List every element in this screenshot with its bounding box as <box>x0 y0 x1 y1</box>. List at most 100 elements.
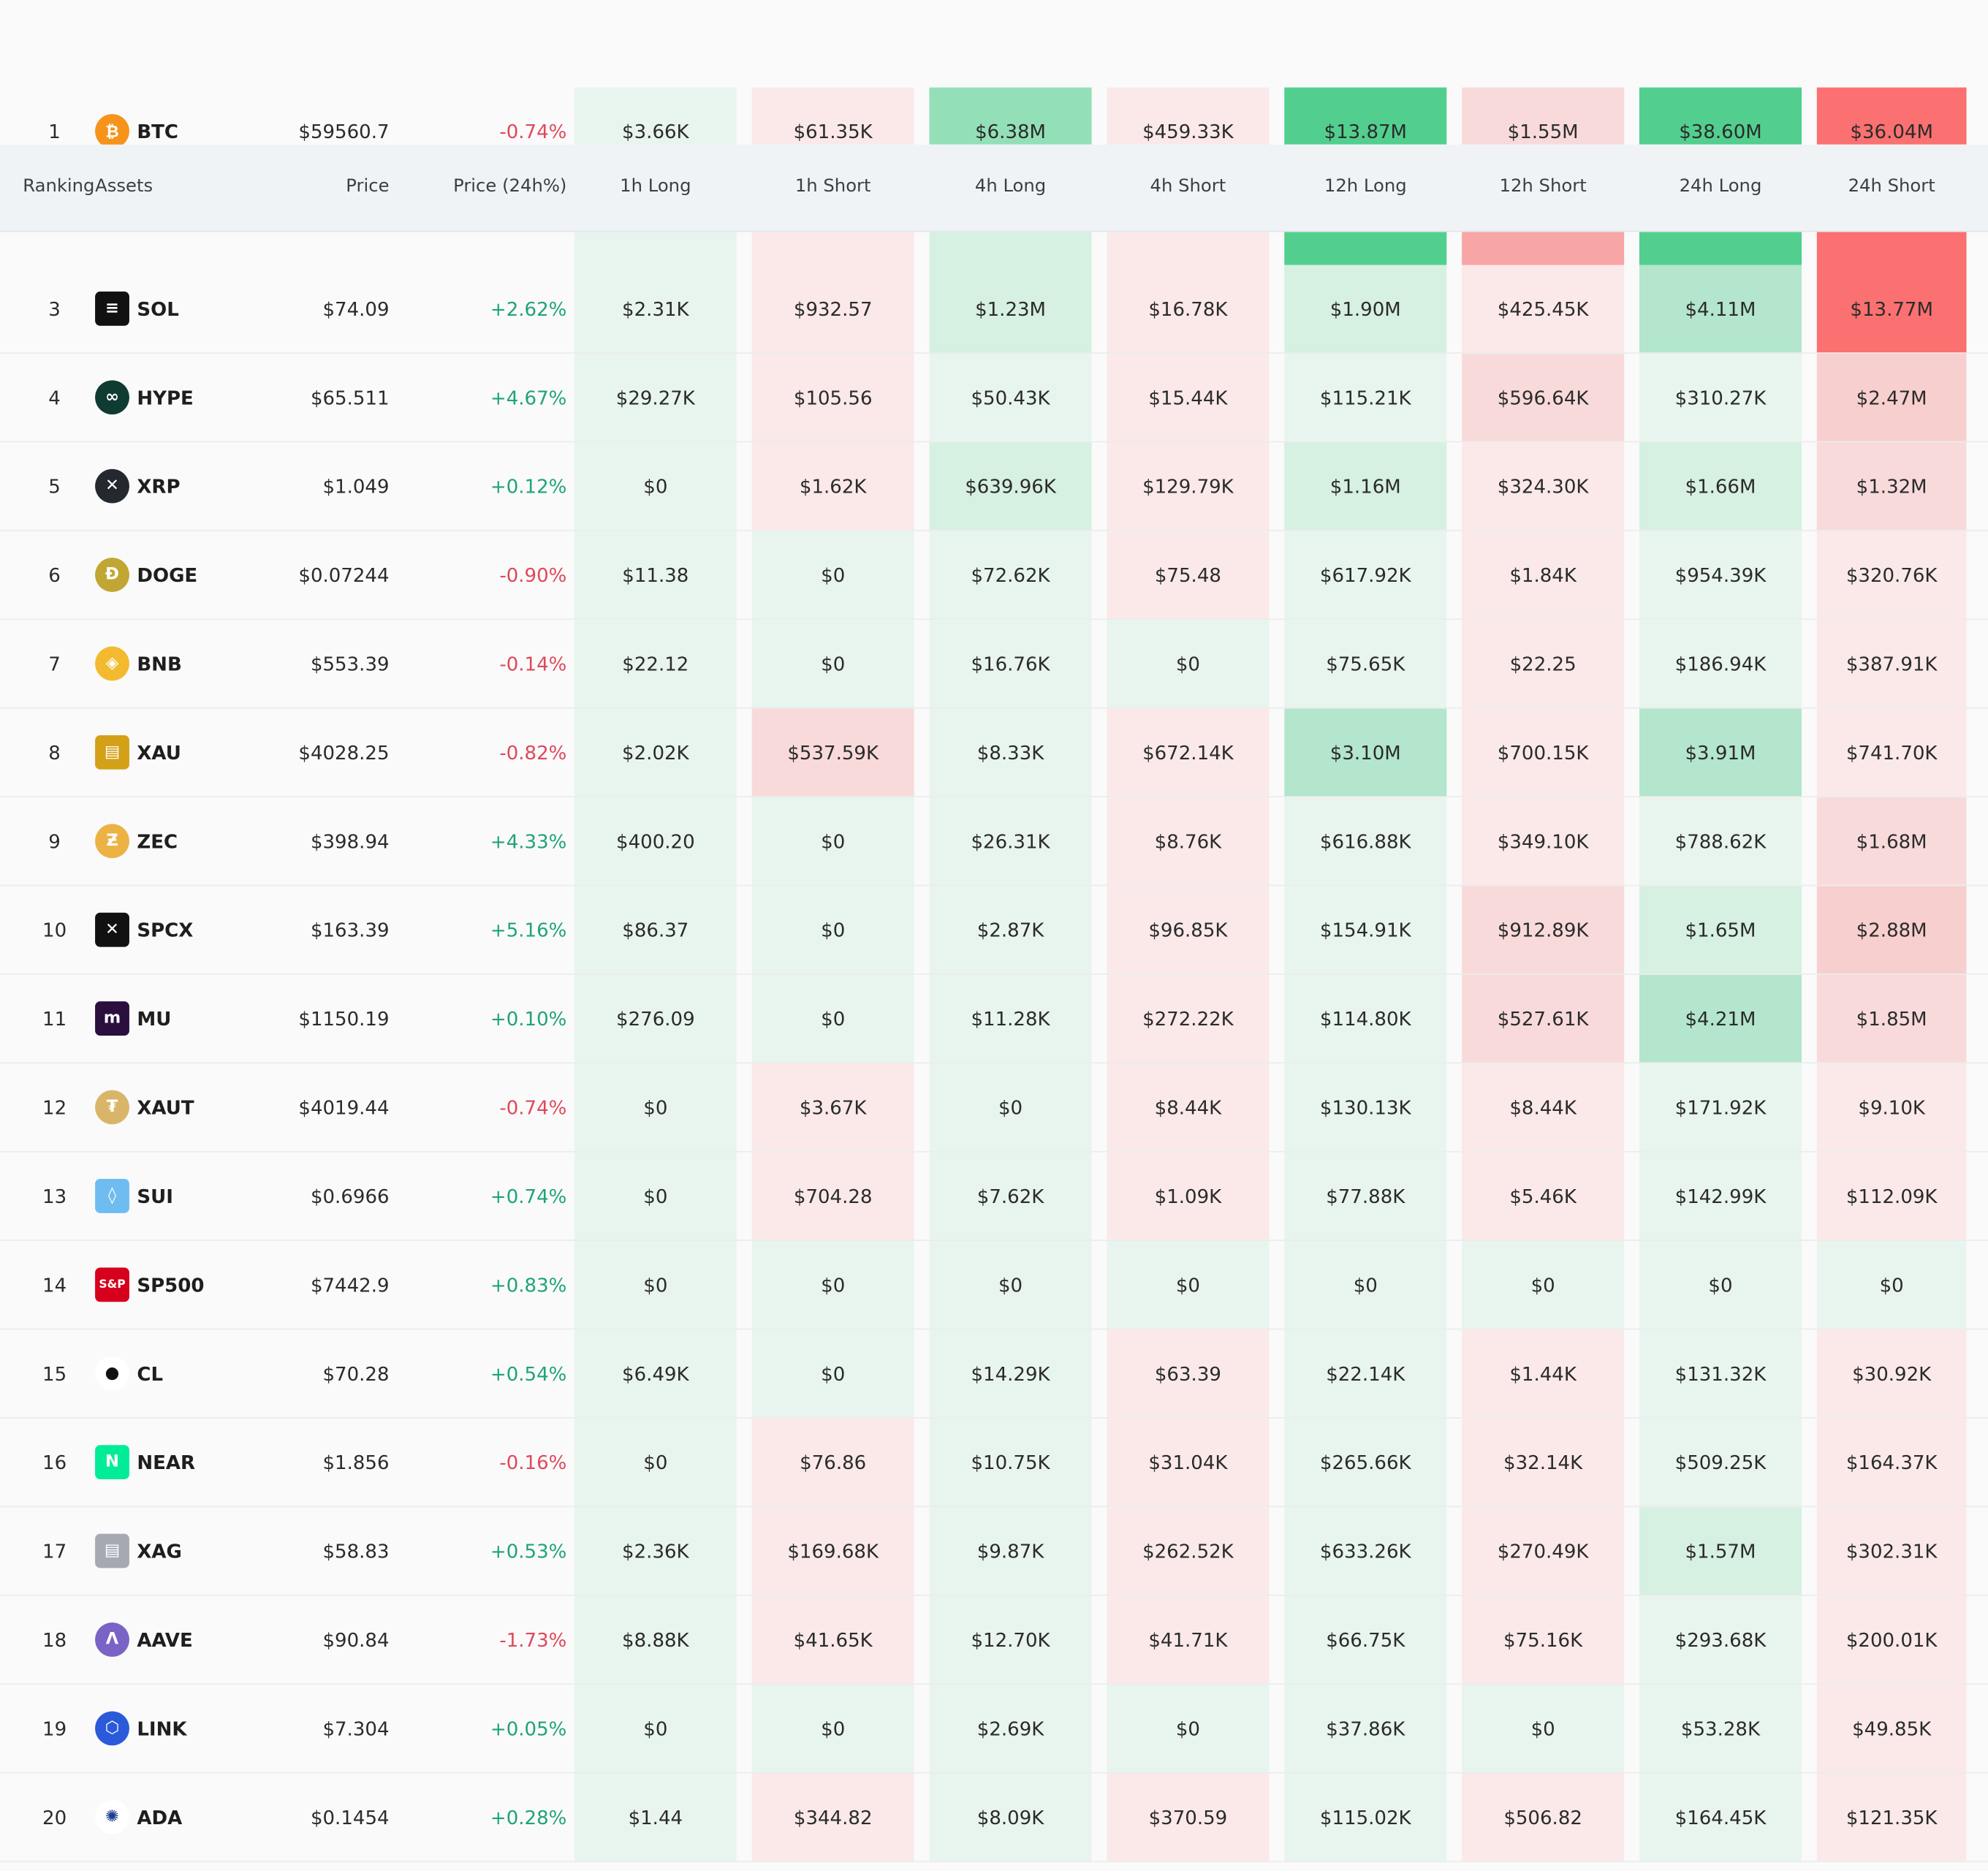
heat-cell <box>1816 1507 1967 1596</box>
heat-cell <box>929 974 1092 1064</box>
liquidation-value: $262.52K <box>1142 1540 1234 1563</box>
heat-cell <box>1107 886 1270 975</box>
table-row[interactable]: 6 Ð DOGE $0.07244 -0.90% $11.38 $0 $72.62K $75.4… <box>0 531 1988 620</box>
liquidation-value: $617.92K <box>1319 563 1411 588</box>
header-12h-short[interactable]: 12h Short <box>1499 176 1587 197</box>
heat-cell <box>1284 1152 1447 1241</box>
liquidation-value: $16.76K <box>971 653 1050 676</box>
heat-cell <box>929 620 1092 709</box>
liquidation-value: $0 <box>1879 1274 1904 1297</box>
table-row[interactable]: 11 m MU $1150.19 +0.10% $276.09 $0 $11.28K $272.… <box>0 975 1988 1064</box>
table-row[interactable]: 7 ◈ BNB $553.39 -0.14% $22.12 $0 $16.76K $0 $75.6… <box>0 620 1988 709</box>
liquidation-value: $302.31K <box>1845 1540 1938 1563</box>
liquidation-value: $0 <box>1175 1718 1200 1741</box>
heat-cell <box>1107 1329 1270 1419</box>
aave-icon: Λ <box>95 1623 129 1657</box>
heat-cell <box>1816 1418 1967 1508</box>
table-row[interactable]: 16 N NEAR $1.856 -0.16% $0 $76.86 $10.75K $31.04… <box>0 1419 1988 1508</box>
header-ranking[interactable]: Ranking <box>23 176 95 197</box>
heat-cell <box>929 797 1092 887</box>
liquidation-value: $0 <box>643 1185 668 1208</box>
table-row[interactable]: 20 ✺ ADA $0.1454 +0.28% $1.44 $344.82 $8.09K $37… <box>0 1773 1988 1862</box>
liquidation-value: $9.10K <box>1858 1096 1925 1120</box>
table-row[interactable]: 1 ₿ BTC $59560.7 -0.74% $3.66K $61.35K $6.38M $4… <box>0 88 1988 176</box>
asset-name: SP500 <box>137 1274 205 1297</box>
heat-cell <box>1462 1418 1625 1508</box>
heat-cell <box>1639 1507 1802 1596</box>
header-4h-short[interactable]: 4h Short <box>1150 176 1226 197</box>
table-row[interactable]: 4 ∞ HYPE $65.511 +4.67% $29.27K $105.56 $50.43K… <box>0 354 1988 443</box>
heat-cell <box>574 1507 737 1596</box>
liquidation-value: $2.31K <box>622 297 689 321</box>
rank-cell: 16 <box>42 1451 67 1475</box>
table-row[interactable]: 17 ▤ XAG $58.83 +0.53% $2.36K $169.68K $9.87K $2… <box>0 1507 1988 1596</box>
heat-cell <box>1639 1595 1802 1685</box>
table-row[interactable]: 13 ◊ SUI $0.6966 +0.74% $0 $704.28 $7.62K $1.09K… <box>0 1153 1988 1241</box>
heat-cell <box>751 353 914 443</box>
liquidation-value: $41.71K <box>1148 1628 1228 1652</box>
liquidation-value: $633.26K <box>1319 1540 1411 1563</box>
header-1h-long[interactable]: 1h Long <box>620 176 691 197</box>
heat-cell <box>1284 1507 1447 1596</box>
heat-cell <box>1284 1329 1447 1419</box>
table-row[interactable]: 19 ⬡ LINK $7.304 +0.05% $0 $0 $2.69K $0 $37.86K $0… <box>0 1685 1988 1774</box>
liquidation-value: $1.55M <box>1507 120 1579 143</box>
heat-cell <box>751 1329 914 1419</box>
header-change[interactable]: Price (24h%) <box>453 176 567 197</box>
liquidation-value: $0 <box>643 475 668 498</box>
header-1h-short[interactable]: 1h Short <box>794 176 871 197</box>
liquidation-value: $105.56 <box>793 386 873 410</box>
liquidation-value: $0 <box>821 1718 846 1741</box>
heat-cell <box>1816 797 1967 887</box>
liquidation-value: $270.49K <box>1497 1540 1589 1563</box>
table-row[interactable]: 9 Ƶ ZEC $398.94 +4.33% $400.20 $0 $26.31K $8.76K… <box>0 797 1988 887</box>
heat-cell <box>1639 442 1802 531</box>
header-24h-long[interactable]: 24h Long <box>1679 176 1762 197</box>
rank-cell: 7 <box>48 653 61 676</box>
liquidation-value: $53.28K <box>1680 1718 1761 1741</box>
heat-cell <box>1639 797 1802 887</box>
price-cell: $0.07244 <box>298 563 390 588</box>
table-row[interactable]: 5 ✕ XRP $1.049 +0.12% $0 $1.62K $639.96K $129.79… <box>0 442 1988 531</box>
liquidation-value: $61.35K <box>793 120 873 143</box>
change-cell: -0.14% <box>499 653 567 676</box>
price-cell: $0.1454 <box>310 1806 390 1829</box>
table-row[interactable]: 15 ● CL $70.28 +0.54% $6.49K $0 $14.29K $63.39 $2… <box>0 1329 1988 1419</box>
header-price[interactable]: Price <box>346 176 390 197</box>
liquidation-value: $22.12 <box>622 653 689 676</box>
liquidation-value: $272.22K <box>1142 1007 1234 1031</box>
liquidation-value: $15.44K <box>1148 386 1228 410</box>
table-row[interactable]: 3 ≡ SOL $74.09 +2.62% $2.31K $932.57 $1.23M $16.… <box>0 265 1988 354</box>
header-24h-short[interactable]: 24h Short <box>1848 176 1935 197</box>
heat-cell <box>1639 1240 1802 1330</box>
table-row[interactable]: 18 Λ AAVE $90.84 -1.73% $8.88K $41.65K $12.70K $… <box>0 1596 1988 1685</box>
liquidation-value: $1.57M <box>1685 1540 1756 1563</box>
header-12h-long[interactable]: 12h Long <box>1324 176 1407 197</box>
header-4h-long[interactable]: 4h Long <box>974 176 1047 197</box>
liquidation-value: $121.35K <box>1845 1806 1938 1829</box>
heat-cell <box>1462 531 1625 620</box>
heat-cell <box>1816 1152 1967 1241</box>
heat-cell <box>751 1507 914 1596</box>
liquidation-value: $96.85K <box>1148 919 1228 942</box>
liquidation-value: $639.96K <box>965 475 1056 498</box>
heat-cell <box>1816 442 1967 531</box>
asset-name: XAU <box>137 741 181 764</box>
heat-cell <box>751 87 914 145</box>
change-cell: +0.54% <box>490 1362 567 1386</box>
table-row[interactable]: 14 S&P SP500 $7442.9 +0.83% $0 $0 $0 $0 $0 $0 $0 $0 <box>0 1241 1988 1330</box>
liquidation-value: $672.14K <box>1142 741 1234 764</box>
table-row[interactable]: 10 ✕ SPCX $163.39 +5.16% $86.37 $0 $2.87K $96.85… <box>0 886 1988 975</box>
liquidation-value: $76.86 <box>800 1451 867 1475</box>
heat-cell <box>1284 442 1447 531</box>
liquidation-value: $506.82 <box>1503 1806 1582 1829</box>
header-assets[interactable]: Assets <box>95 176 153 197</box>
liquidation-value: $115.21K <box>1319 386 1411 410</box>
liquidation-value: $2.87K <box>976 919 1044 942</box>
table-row[interactable]: 8 ▤ XAU $4028.25 -0.82% $2.02K $537.59K $8.33K $… <box>0 709 1988 797</box>
table-row[interactable]: 12 ₮ XAUT $4019.44 -0.74% $0 $3.67K $0 $8.44K $13… <box>0 1063 1988 1153</box>
liquidation-value: $164.45K <box>1674 1806 1767 1829</box>
heat-cell <box>1639 1152 1802 1241</box>
heat-cell <box>1107 1507 1270 1596</box>
